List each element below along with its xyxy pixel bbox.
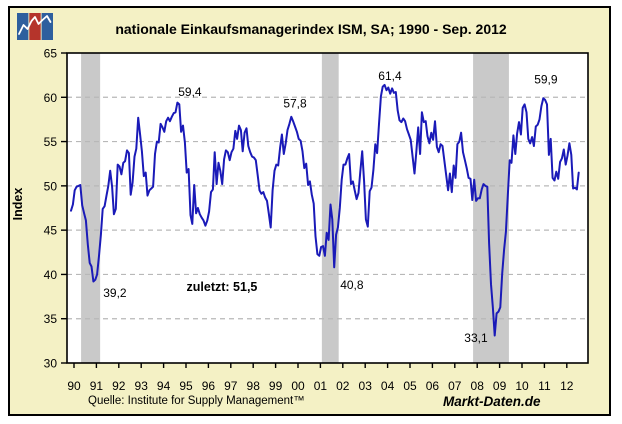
y-tick-label: 45 [44, 224, 58, 238]
x-tick-label: 04 [381, 379, 395, 393]
x-tick-label: 07 [448, 379, 462, 393]
y-tick-label: 50 [44, 179, 58, 193]
value-annotation: 61,4 [378, 69, 402, 83]
x-tick-label: 94 [157, 379, 171, 393]
x-tick-label: 08 [471, 379, 485, 393]
x-tick-label: 10 [515, 379, 529, 393]
x-tick-label: 91 [90, 379, 104, 393]
recession-band [473, 53, 509, 363]
plot-border [66, 52, 589, 364]
y-tick-label: 30 [44, 357, 58, 371]
brand-watermark: Markt-Daten.de [443, 394, 541, 409]
x-tick-label: 96 [202, 379, 216, 393]
markt-daten-logo-icon [17, 13, 53, 40]
last-value-annotation: zuletzt: 51,5 [187, 280, 258, 294]
value-annotation: 40,8 [340, 278, 364, 292]
x-tick-label: 95 [179, 379, 193, 393]
x-tick-label: 05 [403, 379, 417, 393]
x-tick-label: 09 [493, 379, 507, 393]
x-tick-label: 12 [560, 379, 574, 393]
x-tick-label: 00 [291, 379, 305, 393]
recession-band [81, 53, 101, 363]
value-annotation: 59,9 [534, 73, 558, 87]
y-tick-label: 35 [44, 312, 58, 326]
value-annotation: 39,2 [103, 286, 127, 300]
x-tick-label: 03 [359, 379, 373, 393]
value-annotation: 33,1 [464, 331, 488, 345]
x-tick-label: 99 [269, 379, 283, 393]
y-tick-label: 40 [44, 268, 58, 282]
y-tick-label: 65 [44, 47, 58, 61]
y-tick-label: 55 [44, 135, 58, 149]
x-tick-label: 93 [135, 379, 149, 393]
x-tick-label: 90 [67, 379, 81, 393]
x-tick-label: 98 [247, 379, 261, 393]
value-annotation: 57,8 [283, 96, 307, 110]
value-annotation: 59,4 [178, 85, 202, 99]
source-note: Quelle: Institute for Supply Management™ [88, 395, 305, 407]
y-tick-label: 60 [44, 91, 58, 105]
x-tick-label: 06 [426, 379, 440, 393]
pmi-series-line [70, 83, 580, 337]
x-tick-label: 97 [224, 379, 238, 393]
page-title: nationale Einkaufsmanagerindex ISM, SA; … [115, 21, 507, 37]
x-tick-label: 01 [314, 379, 328, 393]
x-tick-label: 02 [336, 379, 350, 393]
x-tick-label: 92 [112, 379, 126, 393]
x-tick-label: 11 [538, 379, 551, 393]
